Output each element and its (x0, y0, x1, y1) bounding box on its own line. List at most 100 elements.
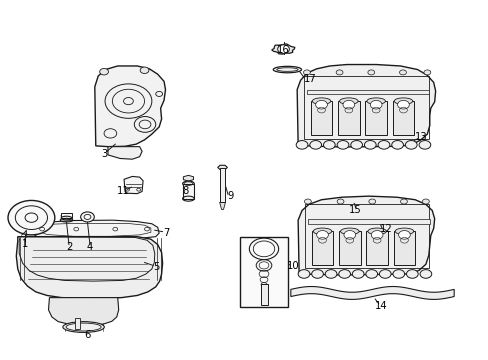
Circle shape (379, 270, 390, 278)
Circle shape (422, 199, 428, 204)
Ellipse shape (63, 321, 104, 332)
Circle shape (391, 140, 403, 149)
Circle shape (406, 270, 417, 278)
Circle shape (423, 70, 430, 75)
Ellipse shape (313, 228, 331, 234)
Ellipse shape (339, 98, 357, 104)
Text: 10: 10 (286, 261, 299, 271)
Bar (75, 318, 80, 329)
Circle shape (81, 212, 94, 222)
Ellipse shape (394, 228, 413, 234)
Circle shape (405, 140, 416, 149)
Circle shape (364, 140, 375, 149)
Polygon shape (95, 66, 165, 147)
Polygon shape (30, 220, 159, 240)
Circle shape (309, 140, 321, 149)
Bar (260, 284, 267, 305)
Circle shape (392, 270, 404, 278)
Ellipse shape (312, 98, 330, 104)
Text: 7: 7 (163, 228, 169, 238)
Polygon shape (219, 202, 225, 210)
Circle shape (397, 100, 408, 109)
Polygon shape (108, 147, 142, 159)
Ellipse shape (340, 228, 358, 234)
Bar (338, 231, 360, 265)
Polygon shape (271, 44, 294, 54)
Circle shape (315, 100, 327, 109)
Ellipse shape (393, 98, 412, 104)
Text: 2: 2 (66, 242, 72, 252)
Circle shape (100, 68, 108, 75)
Circle shape (323, 140, 334, 149)
Bar (393, 231, 414, 265)
Ellipse shape (366, 98, 385, 104)
Polygon shape (183, 175, 193, 181)
Ellipse shape (273, 66, 301, 73)
Circle shape (350, 140, 362, 149)
Bar (219, 168, 225, 202)
Bar (392, 101, 413, 135)
Circle shape (336, 140, 348, 149)
Ellipse shape (182, 181, 194, 186)
Text: 3: 3 (101, 149, 107, 159)
Ellipse shape (61, 214, 72, 218)
Bar (337, 101, 359, 135)
Circle shape (335, 70, 342, 75)
Bar (307, 220, 429, 224)
Polygon shape (290, 287, 453, 300)
Polygon shape (48, 298, 119, 325)
Circle shape (351, 270, 363, 278)
Text: 17: 17 (304, 74, 316, 84)
Circle shape (399, 70, 406, 75)
Text: 16: 16 (277, 45, 289, 55)
Bar (306, 90, 428, 94)
Polygon shape (297, 64, 435, 147)
Polygon shape (217, 165, 227, 170)
Polygon shape (124, 176, 143, 194)
Polygon shape (298, 196, 434, 275)
Text: 6: 6 (84, 330, 90, 340)
Circle shape (365, 270, 377, 278)
Circle shape (303, 70, 310, 75)
Circle shape (338, 270, 350, 278)
Circle shape (419, 270, 431, 278)
Text: 8: 8 (182, 186, 188, 197)
Circle shape (369, 100, 381, 109)
Circle shape (342, 100, 354, 109)
Circle shape (368, 199, 375, 204)
Circle shape (304, 199, 311, 204)
Text: 1: 1 (22, 239, 28, 249)
Circle shape (336, 199, 343, 204)
Bar (365, 101, 386, 135)
Polygon shape (16, 237, 162, 298)
Circle shape (8, 201, 55, 235)
Bar (61, 213, 72, 218)
Text: 15: 15 (348, 206, 361, 216)
Circle shape (398, 230, 409, 239)
Bar (239, 237, 288, 307)
Bar (366, 231, 387, 265)
Circle shape (418, 140, 430, 149)
Polygon shape (260, 305, 267, 307)
Circle shape (370, 230, 382, 239)
Circle shape (298, 270, 309, 278)
Text: 14: 14 (374, 301, 386, 311)
Bar (310, 101, 331, 135)
Ellipse shape (367, 228, 386, 234)
Bar (311, 231, 332, 265)
Text: 12: 12 (379, 225, 391, 234)
Circle shape (367, 70, 374, 75)
Circle shape (316, 230, 328, 239)
Circle shape (325, 270, 336, 278)
Circle shape (277, 45, 289, 53)
Text: 5: 5 (153, 262, 160, 272)
Circle shape (311, 270, 323, 278)
Circle shape (400, 199, 407, 204)
Bar (182, 184, 194, 199)
Circle shape (377, 140, 389, 149)
Text: 9: 9 (227, 191, 234, 201)
Text: 4: 4 (87, 242, 93, 252)
Text: 11: 11 (117, 186, 130, 196)
Circle shape (140, 67, 149, 73)
Circle shape (296, 140, 307, 149)
